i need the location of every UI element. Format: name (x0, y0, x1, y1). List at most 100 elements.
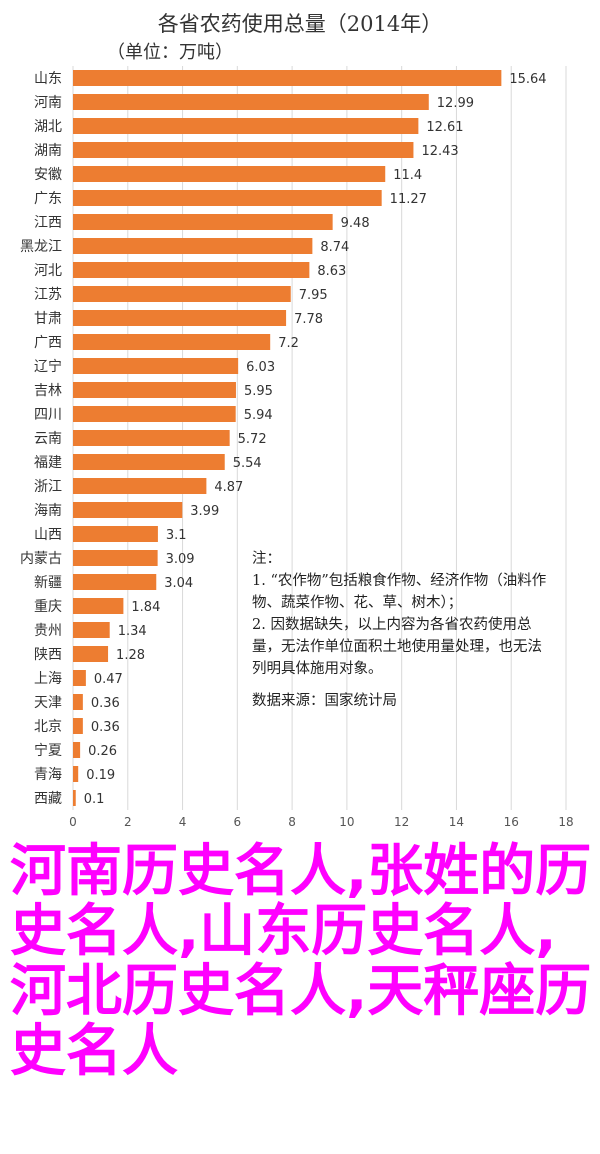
data-label: 8.74 (320, 240, 349, 255)
data-label: 5.72 (238, 432, 267, 447)
data-label: 3.04 (164, 576, 193, 591)
bar (73, 526, 158, 542)
bar (73, 598, 124, 614)
category-label: 天津 (34, 695, 62, 711)
x-tick-label: 18 (558, 815, 573, 829)
data-label: 8.63 (317, 264, 346, 279)
category-label: 新疆 (34, 575, 62, 591)
data-label: 11.4 (393, 168, 422, 183)
bar (73, 286, 291, 302)
category-label: 上海 (34, 671, 62, 687)
x-tick-label: 4 (179, 815, 187, 829)
bar (73, 478, 207, 494)
category-label: 云南 (34, 431, 62, 447)
overlay-headline: 河南历史名人,张姓的历史名人,山东历史名人,河北历史名人,天秤座历史名人 (10, 839, 592, 1084)
note-heading: 注： (252, 551, 281, 567)
bar (73, 406, 236, 422)
data-label: 15.64 (509, 72, 546, 87)
category-label: 海南 (34, 503, 62, 519)
category-label: 江西 (34, 215, 62, 231)
data-label: 9.48 (341, 216, 370, 231)
bar (73, 382, 236, 398)
category-label: 江苏 (34, 287, 62, 303)
bar (73, 622, 110, 638)
x-tick-label: 14 (449, 815, 464, 829)
bar (73, 430, 230, 446)
data-label: 5.95 (244, 384, 273, 399)
bar (73, 358, 239, 374)
bar (73, 310, 287, 326)
data-label: 3.09 (166, 552, 195, 567)
note-line-2: 2. 因数据缺失，以上内容为各省农药使用总量，无法作单位面积土地使用量处理，也无… (252, 617, 542, 677)
bar (73, 502, 183, 518)
category-label: 湖南 (34, 143, 62, 159)
data-label: 0.47 (94, 672, 123, 687)
data-label: 0.36 (91, 720, 120, 735)
category-label: 广西 (34, 335, 62, 351)
bar (73, 262, 310, 278)
category-label: 湖北 (34, 119, 62, 135)
bar (73, 238, 313, 254)
category-label: 安徽 (34, 167, 62, 183)
bar (73, 766, 79, 782)
category-label: 黑龙江 (20, 239, 62, 255)
x-tick-label: 16 (504, 815, 519, 829)
category-label: 浙江 (34, 479, 62, 495)
data-label: 7.78 (294, 312, 323, 327)
chart-subtitle: （单位：万吨） (107, 42, 233, 63)
x-tick-label: 6 (234, 815, 242, 829)
data-label: 1.34 (118, 624, 147, 639)
data-label: 5.54 (233, 456, 262, 471)
bar (73, 718, 83, 734)
x-tick-label: 10 (339, 815, 354, 829)
data-label: 0.1 (84, 792, 105, 807)
note-box: 注： 1. “农作物”包括粮食作物、经济作物（油料作物、蔬菜作物、花、草、树木）… (252, 548, 552, 712)
category-label: 广东 (34, 191, 62, 207)
bar (73, 70, 502, 86)
note-line-1: 1. “农作物”包括粮食作物、经济作物（油料作物、蔬菜作物、花、草、树木）； (252, 573, 547, 611)
category-label: 重庆 (34, 599, 62, 615)
data-label: 7.95 (299, 288, 328, 303)
category-label: 青海 (34, 767, 62, 783)
data-label: 1.28 (116, 648, 145, 663)
category-label: 山东 (34, 71, 62, 87)
data-label: 0.19 (86, 768, 115, 783)
x-tick-label: 12 (394, 815, 409, 829)
data-label: 3.99 (190, 504, 219, 519)
category-label: 甘肃 (34, 311, 62, 327)
bar (73, 550, 158, 566)
category-label: 陕西 (34, 647, 62, 663)
bar (73, 574, 157, 590)
data-label: 12.61 (426, 120, 463, 135)
data-label: 11.27 (390, 192, 427, 207)
bar (73, 190, 382, 206)
data-label: 12.43 (421, 144, 458, 159)
data-label: 0.36 (91, 696, 120, 711)
data-label: 3.1 (166, 528, 187, 543)
bar (73, 454, 225, 470)
data-label: 1.84 (131, 600, 160, 615)
category-label: 内蒙古 (20, 551, 62, 567)
x-tick-label: 2 (124, 815, 132, 829)
x-tick-label: 8 (288, 815, 296, 829)
data-label: 6.03 (246, 360, 275, 375)
category-label: 福建 (34, 455, 62, 471)
category-label: 吉林 (34, 383, 62, 399)
data-label: 12.99 (437, 96, 474, 111)
bar (73, 694, 83, 710)
category-label: 四川 (34, 407, 62, 423)
category-label: 宁夏 (34, 742, 62, 759)
chart-title: 各省农药使用总量（2014年） (157, 12, 443, 36)
bar (73, 166, 386, 182)
category-label: 山西 (34, 527, 62, 543)
category-label: 河北 (34, 263, 62, 279)
data-label: 5.94 (244, 408, 273, 423)
category-label: 西藏 (34, 791, 62, 807)
bar (73, 214, 333, 230)
bar (73, 142, 414, 158)
bar (73, 334, 271, 350)
data-label: 7.2 (278, 336, 299, 351)
bar (73, 790, 76, 806)
data-label: 4.87 (214, 480, 243, 495)
